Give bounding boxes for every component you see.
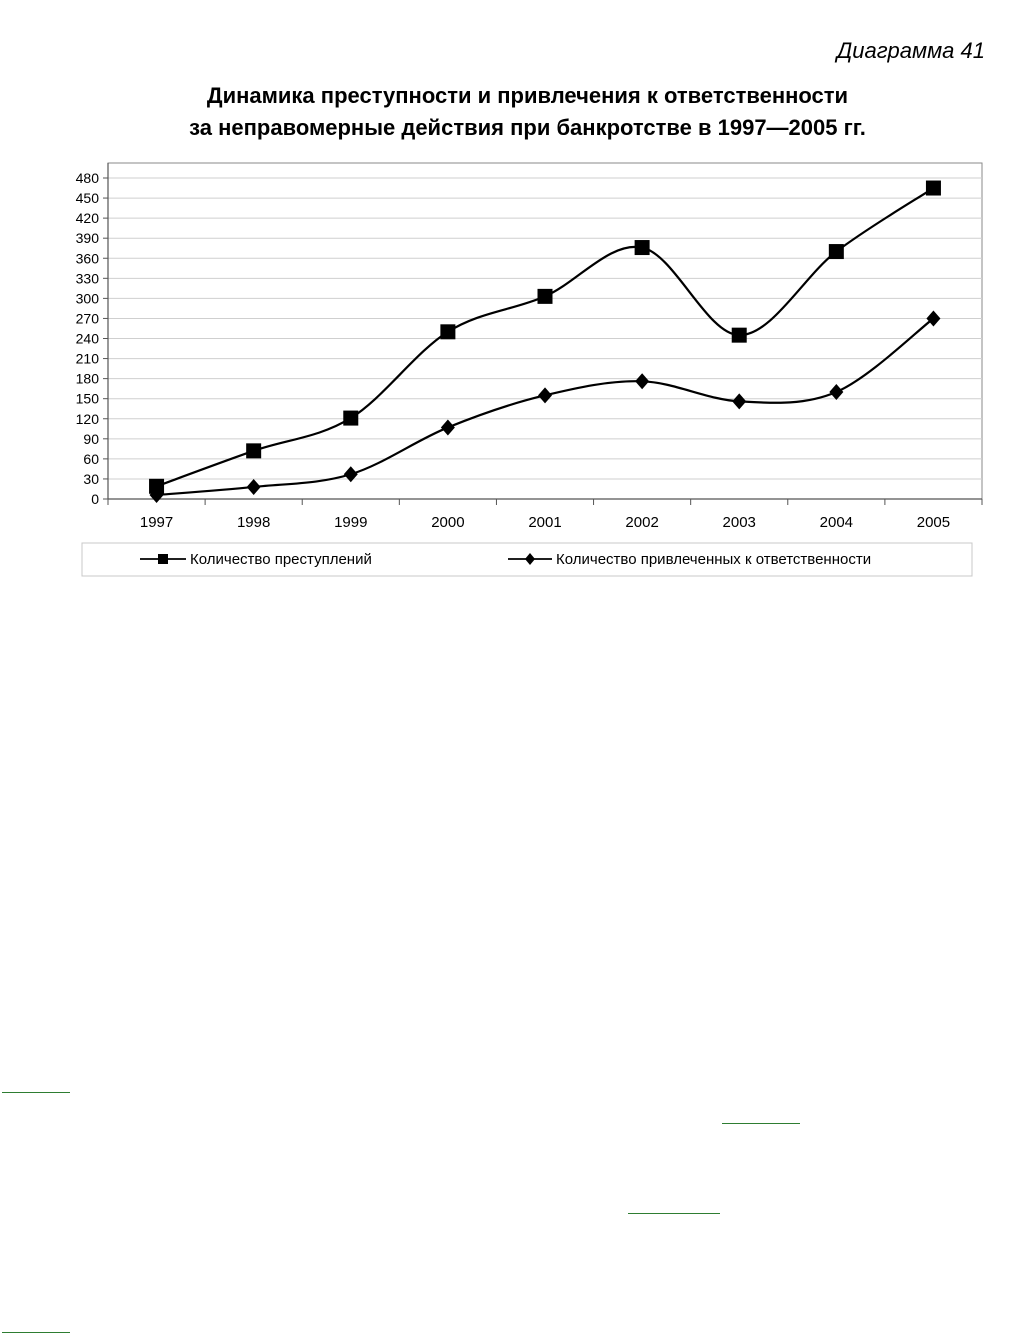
y-tick-label: 330 [76, 270, 100, 286]
y-tick-label: 210 [76, 351, 100, 367]
y-tick-label: 90 [83, 431, 99, 447]
legend-label: Количество привлеченных к ответственност… [556, 551, 871, 568]
chart-title-line-2: за неправомерные действия при банкротств… [189, 115, 866, 140]
legend-marker [158, 554, 168, 564]
y-tick-label: 390 [76, 230, 100, 246]
footnote-link-line [628, 1213, 720, 1214]
data-point-diamond [343, 466, 358, 483]
x-tick-label: 2002 [625, 514, 658, 531]
data-point-square [149, 478, 165, 494]
data-point-square [634, 240, 650, 256]
y-tick-label: 180 [76, 371, 100, 387]
y-tick-label: 30 [83, 471, 99, 487]
y-tick-label: 150 [76, 391, 100, 407]
data-point-diamond [635, 373, 650, 390]
data-point-diamond [440, 419, 455, 436]
footnote-link-line [2, 1092, 70, 1093]
data-point-square [440, 324, 456, 340]
x-tick-label: 2001 [528, 514, 561, 531]
data-point-diamond [149, 486, 164, 503]
plot-area [107, 162, 983, 500]
data-point-square [828, 244, 844, 260]
line-chart: 0 30 60 90 120 150 180 210 240 270 300 330 360 390 420… [76, 162, 983, 577]
data-point-square [925, 180, 941, 196]
data-point-diamond [246, 478, 261, 495]
y-tick-label: 480 [76, 170, 100, 186]
x-tick-label: 2003 [723, 514, 756, 531]
data-point-square [343, 410, 359, 426]
y-tick-label: 450 [76, 190, 100, 206]
data-point-diamond [732, 393, 747, 410]
y-tick-label: 420 [76, 210, 100, 226]
y-tick-label: 60 [83, 451, 99, 467]
data-point-square [731, 327, 747, 343]
y-tick-label: 300 [76, 290, 100, 306]
legend-label: Количество преступлений [190, 551, 372, 568]
x-tick-label: 2000 [431, 514, 464, 531]
x-tick-label: 1999 [334, 514, 367, 531]
data-point-diamond [926, 310, 941, 327]
footnote-link-line [2, 1332, 70, 1333]
data-point-square [537, 288, 553, 304]
x-tick-label: 2005 [917, 514, 950, 531]
y-tick-label: 240 [76, 331, 100, 347]
footnote-link-line [722, 1123, 800, 1124]
chart-title: Динамика преступности и привлечения к от… [0, 80, 1025, 144]
data-point-diamond [538, 387, 552, 404]
x-tick-label: 2004 [820, 514, 853, 531]
legend-marker [525, 553, 535, 565]
y-tick-label: 270 [76, 310, 100, 326]
x-tick-label: 1998 [237, 514, 270, 531]
x-tick-label: 1997 [140, 514, 173, 531]
figure-label: Диаграмма 41 [836, 38, 985, 63]
y-tick-label: 360 [76, 250, 100, 266]
y-tick-label: 120 [76, 411, 100, 427]
y-tick-label: 0 [91, 491, 99, 507]
chart-title-line-1: Динамика преступности и привлечения к от… [206, 83, 849, 108]
data-point-diamond [829, 384, 844, 400]
data-point-square [246, 443, 262, 459]
